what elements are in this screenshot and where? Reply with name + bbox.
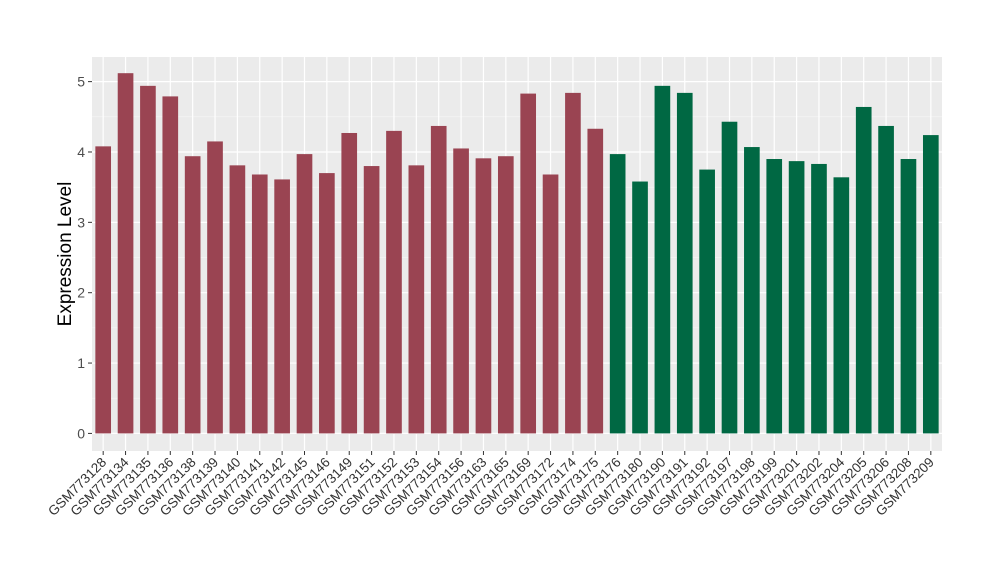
bar-GSM773192 <box>699 169 715 434</box>
bar-GSM773201 <box>788 161 805 434</box>
bar-GSM773175 <box>587 128 604 434</box>
bar-GSM773149 <box>341 132 358 434</box>
bar-GSM773180 <box>632 181 648 434</box>
y-tick-label: 4 <box>77 144 85 160</box>
bar-GSM773204 <box>833 177 850 434</box>
bar-GSM773190 <box>654 85 671 434</box>
bar-GSM773141 <box>251 174 268 434</box>
bar-GSM773152 <box>386 130 402 434</box>
bar-GSM773153 <box>408 165 425 434</box>
bar-GSM773205 <box>855 106 872 434</box>
bar-GSM773165 <box>497 156 514 434</box>
y-tick-label: 3 <box>77 214 85 230</box>
bar-GSM773208 <box>900 159 917 434</box>
y-tick-label: 2 <box>77 285 85 301</box>
bar-GSM773134 <box>117 73 134 434</box>
bar-GSM773206 <box>878 125 894 434</box>
y-tick-label: 0 <box>77 425 85 441</box>
bar-GSM773136 <box>162 96 179 434</box>
y-axis-title: Expression Level <box>55 182 76 327</box>
bar-GSM773176 <box>609 154 626 434</box>
bar-GSM773174 <box>565 92 581 434</box>
bar-GSM773151 <box>363 166 380 434</box>
bar-GSM773128 <box>95 146 112 434</box>
bar-GSM773140 <box>229 165 246 434</box>
bar-GSM773198 <box>744 147 760 434</box>
bar-GSM773163 <box>475 158 492 434</box>
bar-GSM773202 <box>811 163 827 434</box>
y-tick-label: 1 <box>77 355 85 371</box>
bar-GSM773156 <box>453 148 469 434</box>
bar-GSM773139 <box>207 141 223 434</box>
bar-GSM773138 <box>184 156 201 434</box>
bar-GSM773209 <box>922 135 939 434</box>
bar-GSM773145 <box>296 154 313 434</box>
bar-GSM773169 <box>520 93 537 434</box>
y-tick-label: 5 <box>77 74 85 90</box>
bar-GSM773199 <box>766 159 783 434</box>
bar-GSM773172 <box>542 174 559 434</box>
bar-GSM773191 <box>676 92 693 434</box>
bar-GSM773154 <box>430 125 447 434</box>
bar-GSM773146 <box>319 173 335 434</box>
bar-GSM773197 <box>721 121 738 434</box>
bar-GSM773135 <box>140 85 156 434</box>
bar-GSM773142 <box>274 179 290 434</box>
